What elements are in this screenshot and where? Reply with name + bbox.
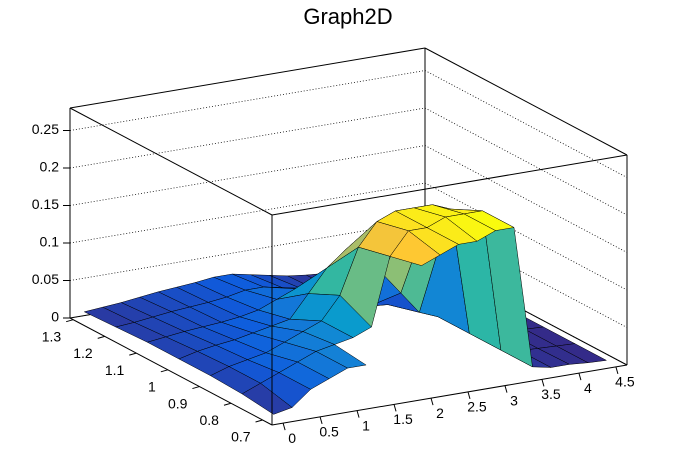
x-tick: [356, 410, 360, 418]
y-tick: [160, 369, 168, 373]
z-tick-label: 0.2: [40, 159, 60, 175]
y-tick-label: 0.8: [200, 412, 220, 428]
y-tick-label: 1.3: [42, 328, 62, 344]
frame-edge: [271, 154, 628, 216]
y-tick: [223, 402, 232, 406]
chart-title: Graph2D: [303, 4, 392, 29]
y-tick: [97, 335, 105, 339]
x-tick: [393, 404, 397, 412]
frame-edge: [69, 317, 273, 426]
x-tick: [282, 422, 286, 431]
frame-edge: [424, 47, 628, 156]
z-tick-label: 0.05: [32, 271, 59, 287]
grid-line: [69, 182, 628, 291]
x-tick: [615, 366, 619, 375]
surface-cell: [389, 230, 441, 266]
frame-edge: [69, 107, 273, 216]
y-tick-label: 1.1: [105, 362, 125, 378]
grid-line: [69, 70, 628, 178]
x-tick-label: 3.5: [541, 386, 561, 402]
x-tick: [467, 391, 471, 400]
y-tick-label: 1.2: [73, 345, 93, 361]
y-tick: [255, 419, 263, 423]
surface-cell: [241, 382, 293, 415]
y-tick: [66, 319, 74, 323]
y-tick-label: 0.7: [231, 429, 251, 445]
grid-line: [69, 107, 628, 216]
x-tick-label: 1.5: [393, 411, 413, 427]
x-tick-label: 3: [510, 392, 518, 408]
x-tick: [319, 416, 323, 425]
z-tick-label: 0.1: [40, 234, 60, 250]
z-tick-label: 0.25: [32, 121, 59, 137]
frame-edge: [271, 364, 628, 426]
y-tick: [129, 352, 137, 356]
x-tick-label: 4.5: [615, 374, 635, 390]
x-tick: [578, 372, 582, 381]
x-tick: [504, 385, 508, 393]
x-tick-label: 2.5: [467, 399, 487, 415]
y-tick: [192, 386, 200, 390]
x-tick-label: 0: [288, 430, 296, 446]
y-tick-label: 0.9: [168, 395, 188, 411]
z-tick-label: 0.15: [32, 196, 59, 212]
x-tick: [430, 397, 434, 406]
x-tick-label: 1: [362, 417, 370, 433]
x-tick-label: 4: [584, 380, 592, 396]
z-tick-label: 0: [51, 309, 59, 325]
x-tick-label: 0.5: [319, 424, 339, 440]
y-tick-label: 1: [148, 379, 156, 395]
x-tick-label: 2: [436, 405, 444, 421]
frame-edge: [69, 47, 426, 109]
grid-line: [69, 145, 628, 253]
x-tick: [541, 379, 545, 387]
